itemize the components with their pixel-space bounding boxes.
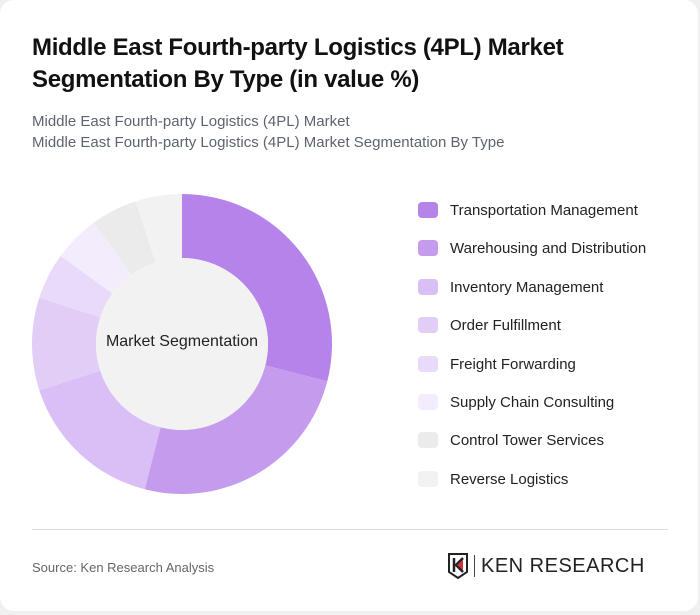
legend-item-reverse-logistics[interactable]: Reverse Logistics — [418, 469, 688, 489]
footer-divider — [32, 529, 668, 530]
donut-slice-transportation-management[interactable] — [182, 194, 332, 382]
legend-item-order-fulfillment[interactable]: Order Fulfillment — [418, 315, 688, 335]
donut-slice-reverse-logistics[interactable] — [135, 194, 182, 263]
legend-swatch — [418, 356, 438, 372]
legend-item-transportation-management[interactable]: Transportation Management — [418, 200, 688, 220]
legend-label: Supply Chain Consulting — [450, 393, 615, 411]
logo-divider — [474, 555, 475, 577]
donut-slice-inventory-management[interactable] — [39, 370, 161, 490]
chart-subtitle-segmentation: Middle East Fourth-party Logistics (4PL)… — [32, 134, 505, 151]
legend-swatch — [418, 394, 438, 410]
legend-label: Inventory Management — [450, 278, 604, 296]
legend-item-supply-chain-consulting[interactable]: Supply Chain Consulting — [418, 392, 688, 412]
legend-swatch — [418, 317, 438, 333]
legend-item-inventory-management[interactable]: Inventory Management — [418, 277, 688, 297]
ken-research-logo: KEN RESEARCH — [447, 553, 645, 579]
legend-item-control-tower-services[interactable]: Control Tower Services — [418, 430, 688, 450]
logo-text: KEN RESEARCH — [481, 554, 645, 577]
ken-research-k-shield-icon — [448, 553, 468, 579]
chart-subtitle-market: Middle East Fourth-party Logistics (4PL)… — [32, 113, 350, 130]
donut-slice-supply-chain-consulting[interactable] — [60, 222, 132, 294]
donut-slice-control-tower-services[interactable] — [93, 201, 156, 275]
legend-label: Order Fulfillment — [450, 316, 561, 334]
donut-slice-order-fulfillment[interactable] — [32, 297, 101, 391]
donut-hole — [96, 258, 268, 430]
legend-swatch — [418, 432, 438, 448]
donut-slice-freight-forwarding[interactable] — [39, 255, 113, 318]
legend-swatch — [418, 279, 438, 295]
donut-center-label: Market Segmentation — [105, 333, 259, 350]
legend-item-freight-forwarding[interactable]: Freight Forwarding — [418, 354, 688, 374]
legend-label: Transportation Management — [450, 201, 638, 219]
donut-slice-warehousing-and-distribution[interactable] — [144, 365, 328, 494]
legend-label: Warehousing and Distribution — [450, 239, 647, 257]
legend-swatch — [418, 471, 438, 487]
legend-label: Control Tower Services — [450, 431, 604, 449]
legend-item-warehousing-and-distribution[interactable]: Warehousing and Distribution — [418, 238, 688, 258]
legend-label: Freight Forwarding — [450, 355, 576, 373]
donut-chart — [32, 194, 332, 494]
legend-swatch — [418, 240, 438, 256]
legend-swatch — [418, 202, 438, 218]
chart-title: Middle East Fourth-party Logistics (4PL)… — [32, 34, 564, 93]
legend-label: Reverse Logistics — [450, 470, 569, 488]
source-note: Source: Ken Research Analysis — [32, 560, 215, 575]
